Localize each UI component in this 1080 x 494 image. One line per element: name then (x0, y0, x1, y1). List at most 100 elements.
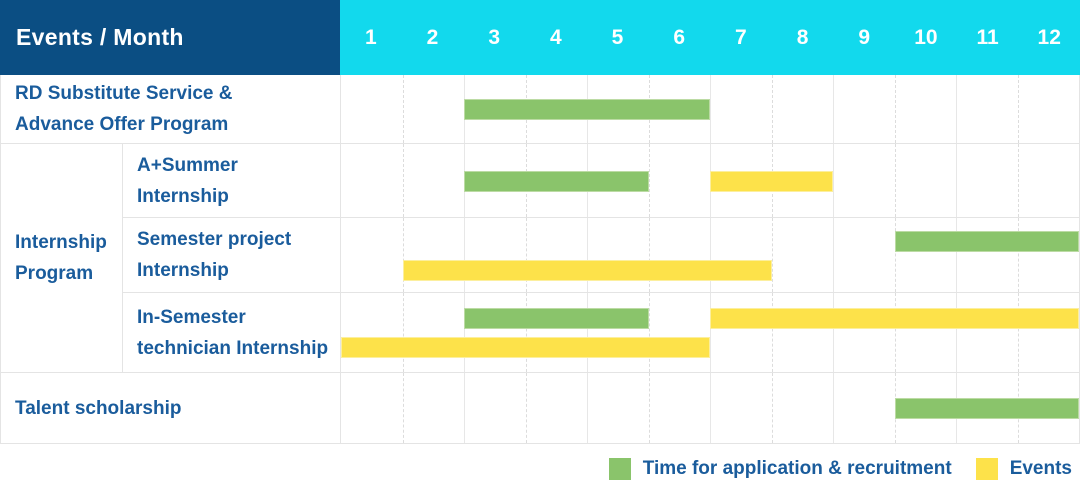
row-label-line: Internship (137, 260, 229, 281)
month-header-9: 9 (858, 25, 871, 49)
row-label-line: Internship (137, 185, 229, 207)
bar-application-months-10-12 (894, 398, 1079, 419)
month-header-10: 10 (914, 25, 938, 49)
month-header-8: 8 (796, 25, 809, 49)
table-row: Semester project Internship (123, 218, 1079, 293)
grid-line (894, 144, 896, 217)
table-row: RD Substitute Service & Advance Offer Pro… (1, 75, 1079, 144)
grid-line (1017, 75, 1019, 143)
legend-swatch-green (608, 458, 631, 480)
group-label-line: Internship (15, 232, 107, 253)
legend-label-events: Events (1009, 458, 1072, 479)
grid-line (771, 373, 773, 443)
grid-line (402, 218, 404, 292)
grid-line (833, 144, 834, 217)
grid-line (587, 373, 588, 443)
month-grid (340, 75, 1079, 143)
legend: Time for application & recruitment Event… (0, 444, 1080, 494)
group-label: Internship Program (1, 144, 123, 372)
grid-line (771, 75, 773, 143)
row-label-1: A+Summer Internship (123, 144, 340, 217)
month-grid (340, 218, 1079, 292)
month-grid (340, 373, 1079, 443)
grid-line (464, 293, 465, 372)
grid-line (648, 373, 650, 443)
table-body: RD Substitute Service & Advance Offer Pro… (0, 75, 1080, 444)
row-label-0: RD Substitute Service & Advance Offer Pro… (1, 75, 340, 143)
table-row: Talent scholarship (1, 373, 1079, 444)
bar-application-months-10-12 (894, 230, 1079, 252)
bar-application-months-3-5 (464, 307, 649, 329)
month-header-7: 7 (735, 25, 747, 49)
grid-line (771, 293, 773, 372)
grid-line (833, 373, 834, 443)
month-grid (340, 293, 1079, 372)
row-label-2: Semester project Internship (123, 218, 340, 292)
grid-line (710, 293, 711, 372)
legend-label-application: Time for application & recruitment (642, 458, 952, 479)
row-label-line: Talent scholarship (15, 397, 182, 419)
month-header-4: 4 (550, 25, 562, 49)
legend-item-events: Events (975, 458, 1072, 480)
grid-line (833, 218, 834, 292)
bar-application-months-3-6 (464, 99, 710, 120)
table-row: A+Summer Internship (123, 144, 1079, 218)
bar-events-months-2-7 (402, 259, 772, 281)
month-grid (340, 144, 1079, 217)
month-header-1: 1 (364, 25, 377, 49)
bar-events-months-1-6 (341, 336, 710, 358)
row-label-line: technician Internship (137, 337, 329, 359)
grid-line (648, 144, 650, 217)
row-label-line: A+Summer (137, 154, 238, 176)
month-header-5: 5 (611, 25, 624, 49)
row-label-3: In-Semester technician Internship (123, 293, 340, 372)
grid-line (894, 75, 896, 143)
grid-line (402, 144, 404, 217)
grid-line (525, 293, 527, 372)
row-label-line: RD Substitute Service & (15, 83, 233, 104)
grid-line (1017, 293, 1019, 372)
table-title: Events / Month (0, 0, 340, 75)
grid-line (956, 144, 957, 217)
row-label-line: In-Semester (137, 306, 246, 328)
grid-line (833, 75, 834, 143)
grid-line (648, 293, 650, 372)
month-header-12: 12 (1037, 25, 1061, 49)
grid-line (710, 75, 711, 143)
grid-line (525, 373, 527, 443)
bar-events-months-7-12 (710, 307, 1079, 329)
grid-line (894, 218, 896, 292)
legend-item-application: Time for application & recruitment (608, 458, 952, 480)
grid-line (587, 218, 588, 292)
group-label-line: Program (15, 263, 94, 284)
grid-line (402, 293, 404, 372)
month-header-3: 3 (488, 25, 501, 49)
grid-line (464, 373, 465, 443)
month-header-11: 11 (976, 25, 999, 49)
grid-line (956, 75, 957, 143)
group-rows: A+Summer Internship Semester project Intern… (123, 144, 1079, 372)
month-header-6: 6 (673, 25, 686, 49)
grid-line (525, 218, 527, 292)
grid-line (894, 293, 896, 372)
row-group-internship-program: Internship Program A+Summer Internship Semes… (1, 144, 1079, 373)
legend-swatch-yellow (975, 458, 998, 480)
table-header-row: Events / Month 1 2 3 4 5 6 7 8 9 10 11 12 (0, 0, 1080, 75)
grid-line (402, 373, 404, 443)
row-label-4: Talent scholarship (1, 373, 340, 443)
grid-line (1017, 218, 1019, 292)
row-label-line: Advance Offer Program (15, 114, 229, 135)
grid-line (710, 218, 711, 292)
month-header-strip: 1 2 3 4 5 6 7 8 9 10 11 12 (340, 0, 1080, 75)
table-row: In-Semester technician Internship (123, 293, 1079, 372)
grid-line (710, 373, 711, 443)
grid-line (464, 218, 465, 292)
grid-line (402, 75, 404, 143)
grid-line (648, 218, 650, 292)
grid-line (956, 218, 957, 292)
grid-line (833, 293, 834, 372)
grid-line (956, 293, 957, 372)
grid-line (771, 218, 773, 292)
month-header-2: 2 (426, 25, 439, 49)
